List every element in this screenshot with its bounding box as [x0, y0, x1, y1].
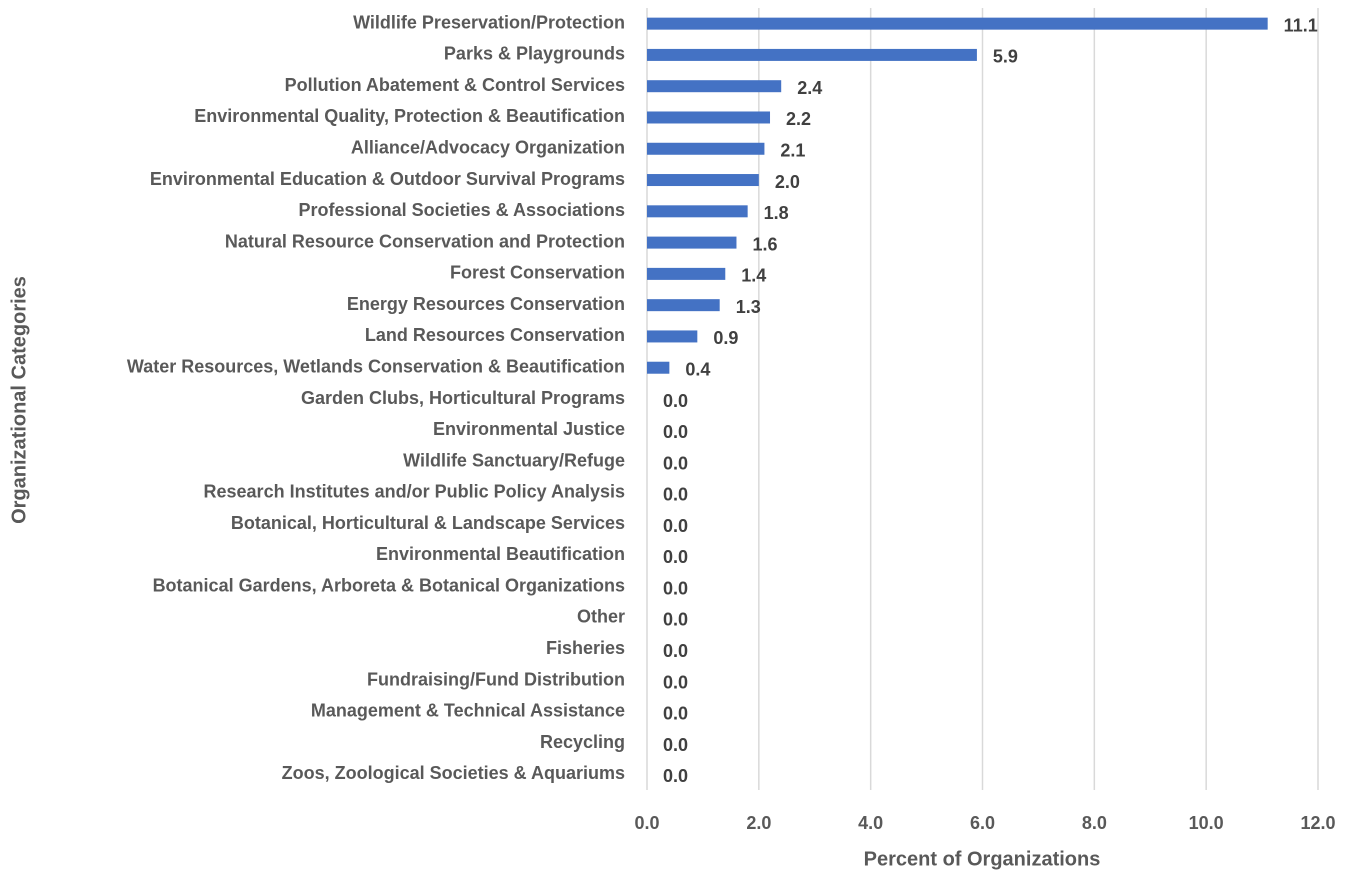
y-tick-label: Botanical Gardens, Arboreta & Botanical … [153, 575, 625, 595]
value-label: 0.0 [663, 672, 688, 692]
y-tick-label: Energy Resources Conservation [347, 294, 625, 314]
bar [647, 205, 748, 218]
value-label: 0.0 [663, 547, 688, 567]
y-axis-title: Organizational Categories [8, 276, 30, 524]
value-label: 2.4 [797, 78, 822, 98]
bar [647, 236, 737, 249]
value-label: 0.0 [663, 516, 688, 536]
bar [647, 330, 698, 343]
value-label: 0.9 [713, 328, 738, 348]
value-label: 0.0 [663, 641, 688, 661]
value-label: 0.0 [663, 766, 688, 786]
y-tick-label: Environmental Education & Outdoor Surviv… [150, 169, 625, 189]
bar [647, 267, 726, 280]
value-label: 0.0 [663, 391, 688, 411]
y-tick-label: Wildlife Sanctuary/Refuge [403, 450, 625, 470]
x-tick-label: 10.0 [1189, 813, 1224, 833]
x-tick-label: 4.0 [858, 813, 883, 833]
y-tick-label: Recycling [540, 732, 625, 752]
y-tick-label: Fundraising/Fund Distribution [367, 669, 625, 689]
value-label: 0.0 [663, 453, 688, 473]
value-label: 1.3 [736, 297, 761, 317]
y-tick-label: Environmental Justice [433, 419, 625, 439]
bar [647, 111, 771, 124]
y-tick-label: Management & Technical Assistance [311, 701, 625, 721]
x-tick-label: 0.0 [634, 813, 659, 833]
y-tick-label: Environmental Quality, Protection & Beau… [194, 106, 625, 126]
y-tick-label: Parks & Playgrounds [444, 44, 625, 64]
y-tick-label: Water Resources, Wetlands Conservation &… [127, 356, 625, 376]
value-label: 0.0 [663, 735, 688, 755]
x-tick-label: 8.0 [1082, 813, 1107, 833]
value-label: 0.0 [663, 422, 688, 442]
y-tick-label: Research Institutes and/or Public Policy… [204, 482, 625, 502]
y-tick-label: Land Resources Conservation [365, 325, 625, 345]
y-tick-label: Fisheries [546, 638, 625, 658]
y-tick-label: Wildlife Preservation/Protection [353, 12, 625, 32]
y-tick-label: Alliance/Advocacy Organization [351, 138, 625, 158]
x-tick-label: 2.0 [746, 813, 771, 833]
value-label: 2.1 [780, 141, 805, 161]
y-tick-label: Pollution Abatement & Control Services [285, 75, 625, 95]
y-tick-label: Botanical, Horticultural & Landscape Ser… [231, 513, 625, 533]
x-tick-label: 12.0 [1300, 813, 1335, 833]
y-tick-label: Natural Resource Conservation and Protec… [225, 231, 625, 251]
value-label: 0.0 [663, 610, 688, 630]
value-label: 1.6 [752, 234, 777, 254]
x-axis-title: Percent of Organizations [864, 848, 1101, 870]
bar [647, 48, 977, 61]
value-label: 2.2 [786, 109, 811, 129]
value-label: 2.0 [775, 172, 800, 192]
y-tick-label: Environmental Beautification [376, 544, 625, 564]
y-tick-label: Zoos, Zoological Societies & Aquariums [282, 763, 625, 783]
value-label: 0.0 [663, 485, 688, 505]
value-label: 1.8 [764, 203, 789, 223]
y-tick-label: Forest Conservation [450, 263, 625, 283]
y-tick-label: Professional Societies & Associations [299, 200, 625, 220]
bar [647, 174, 759, 187]
value-label: 0.0 [663, 704, 688, 724]
bar [647, 80, 782, 93]
bar [647, 17, 1268, 30]
bar [647, 361, 670, 374]
value-label: 5.9 [993, 47, 1018, 67]
value-label: 1.4 [741, 266, 766, 286]
y-tick-label: Other [577, 607, 625, 627]
value-label: 0.4 [685, 359, 710, 379]
value-label: 11.1 [1284, 15, 1318, 35]
x-tick-label: 6.0 [970, 813, 995, 833]
bar [647, 142, 765, 155]
bar [647, 299, 720, 312]
value-label: 0.0 [663, 578, 688, 598]
y-tick-label: Garden Clubs, Horticultural Programs [301, 388, 625, 408]
